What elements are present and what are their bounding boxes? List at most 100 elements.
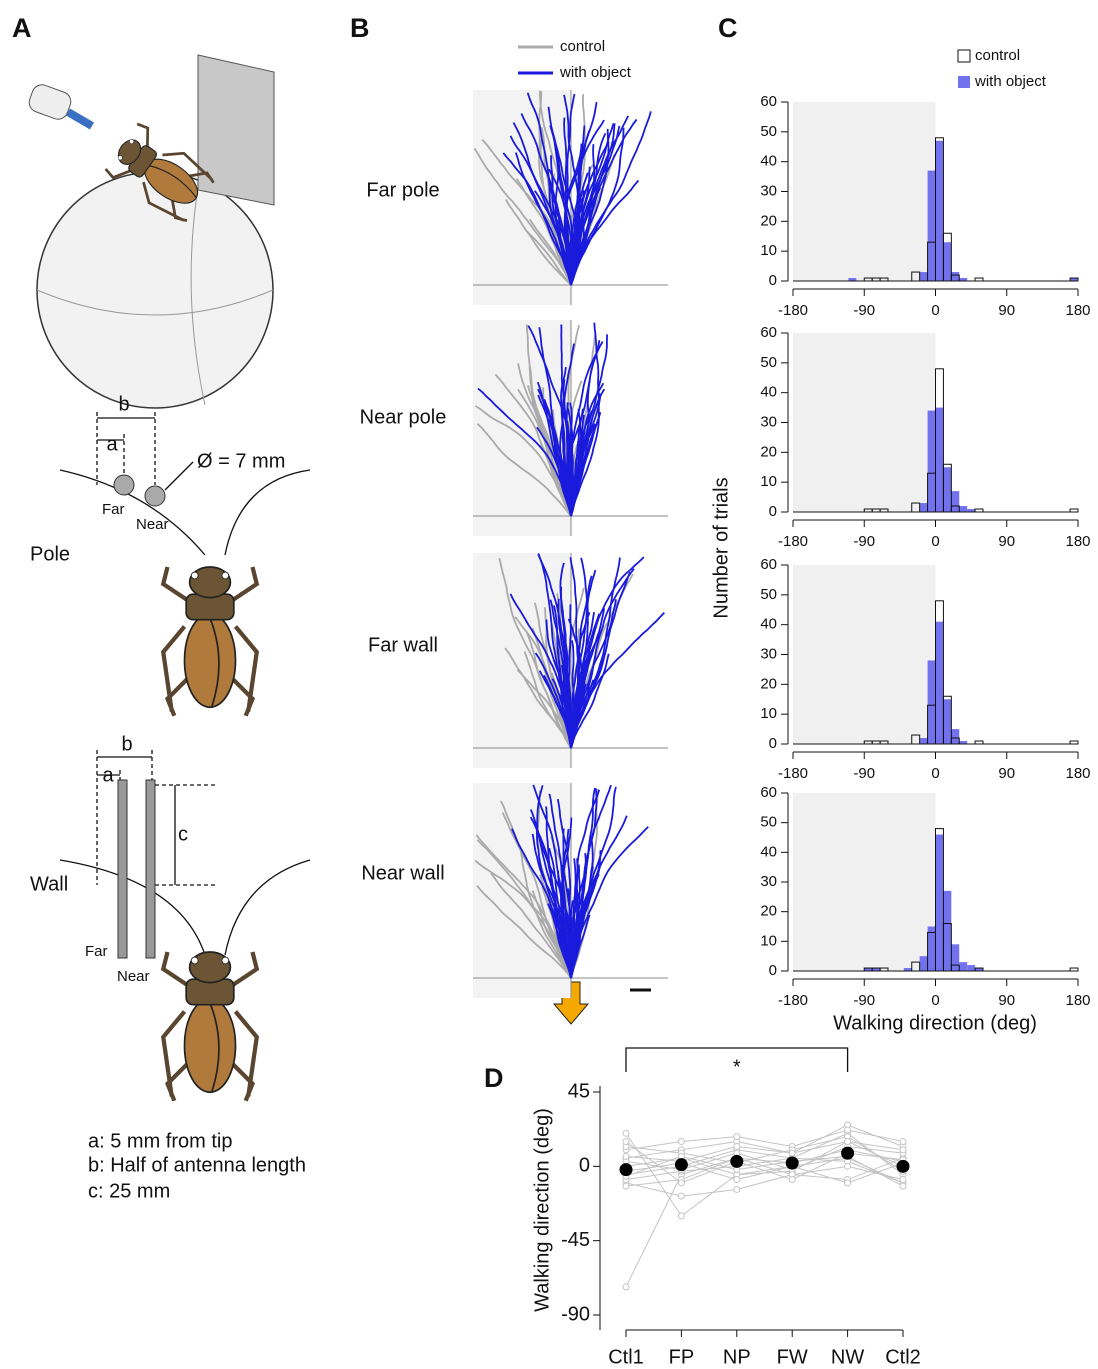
- legend-swatch: [958, 76, 970, 88]
- cricket: [163, 567, 257, 716]
- bar: [959, 741, 968, 744]
- y-tick-label: 60: [760, 93, 777, 110]
- pole-diagram: [59, 412, 311, 556]
- subject-point: [622, 1129, 630, 1137]
- mean-point: [785, 1156, 799, 1170]
- subject-point: [733, 1185, 741, 1193]
- bar: [951, 944, 960, 971]
- trajectory: [570, 111, 652, 286]
- subject-point: [844, 1179, 852, 1187]
- subject-line: [625, 1157, 904, 1197]
- ball-line: [36, 289, 274, 316]
- bar: [951, 729, 960, 744]
- trajectory: [560, 864, 574, 979]
- y-tick-label: 0: [769, 503, 777, 520]
- subject-line: [625, 1149, 904, 1288]
- mean-point: [841, 1146, 855, 1160]
- label: b: [118, 393, 129, 415]
- trajectory: [570, 787, 596, 979]
- bar: [959, 506, 968, 512]
- subject-line: [625, 1155, 904, 1187]
- x-tick-label: -180: [778, 765, 808, 782]
- bar: [943, 890, 952, 971]
- bar: [967, 965, 976, 971]
- y-tick-label: 40: [760, 153, 777, 170]
- x-tick-label: 0: [931, 533, 939, 550]
- trajectory: [534, 190, 572, 286]
- bar: [927, 170, 936, 281]
- x-tick-label: 180: [1065, 992, 1090, 1009]
- x-tick-label: 0: [931, 992, 939, 1009]
- subject-point: [677, 1138, 685, 1146]
- subject-line: [625, 1124, 904, 1159]
- subject-point: [733, 1176, 741, 1184]
- y-tick-label: 20: [760, 212, 777, 229]
- trajectory: [476, 423, 572, 517]
- subject-point: [899, 1138, 907, 1146]
- x-tick-label: 180: [1065, 302, 1090, 319]
- y-tick-label: 50: [760, 354, 777, 371]
- x-tick-label: -90: [853, 302, 875, 319]
- y-tick-label: 50: [760, 586, 777, 603]
- trajectory: [529, 816, 573, 979]
- trajectory: [490, 872, 572, 979]
- label: c: [178, 823, 188, 845]
- mean-point: [896, 1159, 910, 1173]
- legend-label: control: [975, 47, 1020, 64]
- bar: [927, 926, 936, 971]
- subject-line: [625, 1141, 904, 1184]
- row-label: Far wall: [368, 634, 438, 656]
- row-label: Near pole: [360, 406, 447, 428]
- subject-line: [625, 1157, 904, 1184]
- x-tick-label: -180: [778, 302, 808, 319]
- object-plate: [197, 54, 275, 206]
- y-tick-label: 10: [760, 705, 777, 722]
- y-tick-label: 50: [760, 814, 777, 831]
- bar: [919, 503, 928, 512]
- air-arrow: [65, 108, 95, 130]
- label: b: [121, 733, 132, 755]
- bar: [935, 621, 944, 744]
- y-tick-label: 60: [760, 324, 777, 341]
- x-tick-label: 0: [931, 302, 939, 319]
- trajectory: [565, 402, 573, 517]
- trajectory: [509, 593, 572, 749]
- trajectory: [524, 228, 572, 286]
- panel-label: B: [350, 13, 370, 43]
- label: Far: [102, 501, 125, 518]
- x-tick-label: 0: [931, 765, 939, 782]
- bar: [927, 410, 936, 512]
- trajectory: [570, 209, 592, 286]
- air-nozzle: [28, 84, 72, 120]
- note: a: 5 mm from tip: [88, 1130, 232, 1152]
- bar: [959, 278, 968, 281]
- x-tick-label: NP: [723, 1346, 751, 1368]
- subject-point: [622, 1182, 630, 1190]
- y-tick-label: 0: [769, 962, 777, 979]
- bar: [864, 968, 873, 971]
- x-tick-label: 90: [998, 533, 1015, 550]
- y-tick-label: 45: [568, 1080, 590, 1102]
- trajectory-box-shade: [473, 320, 571, 536]
- x-tick-label: -90: [853, 533, 875, 550]
- panel-b: Far pole Near pole Far wall Near wall: [360, 179, 651, 1025]
- y-tick-label: 60: [760, 556, 777, 573]
- significance-label: *: [733, 1056, 741, 1078]
- label: Near: [117, 968, 150, 985]
- trajectory: [547, 903, 572, 979]
- trajectory: [553, 445, 572, 517]
- bar: [903, 968, 912, 971]
- significance-bracket: [625, 1047, 849, 1072]
- bar: [967, 509, 976, 512]
- subject-point: [677, 1179, 685, 1187]
- bar: [919, 272, 928, 281]
- y-tick-label: 30: [760, 182, 777, 199]
- bar: [975, 968, 983, 971]
- x-tick-label: -90: [853, 992, 875, 1009]
- row-label: Near wall: [361, 862, 444, 884]
- y-axis-label: Walking direction (deg): [531, 1108, 553, 1312]
- trajectory: [567, 604, 573, 749]
- y-axis-label: Number of trials: [710, 477, 732, 618]
- y-tick-label: 0: [769, 272, 777, 289]
